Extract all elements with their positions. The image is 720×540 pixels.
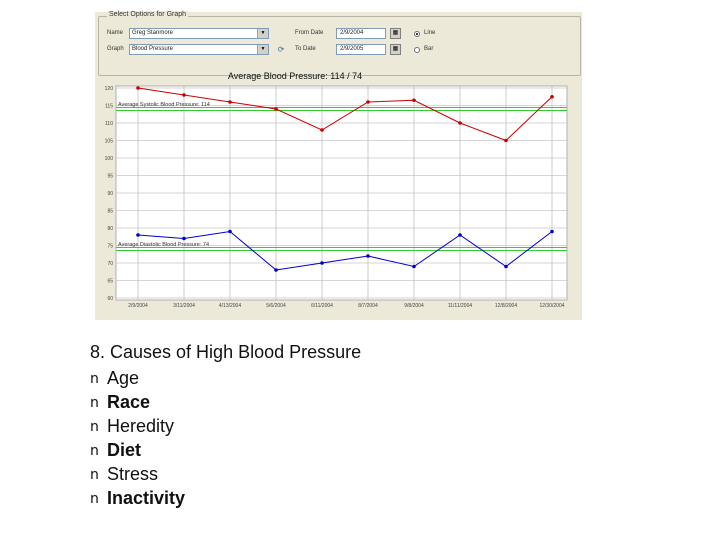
y-tick-labels: 60 65 70 75 80 85 90 95 100 105 110 115 120 bbox=[105, 86, 114, 302]
systolic-point bbox=[504, 138, 508, 143]
diastolic-point bbox=[182, 236, 186, 241]
to-date-value: 2/9/2005 bbox=[340, 46, 364, 52]
systolic-point bbox=[458, 121, 462, 125]
systolic-point bbox=[412, 98, 416, 103]
diastolic-point bbox=[458, 233, 462, 237]
to-date-field[interactable]: 2/9/2005 bbox=[336, 44, 386, 55]
average-line-label: Average Diastolic Blood Pressure: 74 bbox=[118, 242, 209, 248]
systolic-point bbox=[136, 86, 140, 90]
options-group-title: Select Options for Graph bbox=[107, 11, 189, 18]
y-tick-label: 115 bbox=[105, 104, 113, 110]
graph-dropdown-value: Blood Pressure bbox=[132, 46, 174, 52]
bullet-text: Inactivity bbox=[107, 488, 186, 508]
y-tick-label: 110 bbox=[105, 121, 113, 127]
y-tick-label: 95 bbox=[107, 174, 113, 180]
graph-window: Select Options for Graph Name Greg Stanm… bbox=[95, 11, 582, 320]
systolic-point bbox=[228, 100, 232, 104]
bullet-marker: n bbox=[90, 491, 99, 507]
name-label: Name bbox=[107, 30, 124, 36]
bullet-item: n Heredity bbox=[90, 414, 185, 438]
diastolic-line bbox=[137, 230, 553, 271]
slide-title: 8. Causes of High Blood Pressure bbox=[90, 342, 362, 362]
x-tick-label: 12/8/2004 bbox=[495, 303, 517, 309]
average-line-label: Average Systolic Blood Pressure: 114 bbox=[118, 102, 210, 108]
bullet-item: n Race bbox=[90, 390, 185, 414]
bullet-text: Age bbox=[107, 368, 140, 388]
bullet-item: n Inactivity bbox=[90, 486, 185, 510]
x-tick-label: 8/7/2004 bbox=[358, 303, 378, 309]
x-tick-label: 2/9/2004 bbox=[128, 303, 148, 309]
x-tick-label: 9/8/2004 bbox=[404, 303, 424, 309]
y-tick-label: 100 bbox=[105, 156, 114, 162]
calendar-icon[interactable]: ▦ bbox=[390, 44, 401, 55]
x-tick-labels: 2/9/2004 3/11/2004 4/13/2004 5/6/2004 6/11/2… bbox=[128, 303, 564, 309]
systolic-point bbox=[320, 128, 324, 132]
x-tick-label: 11/11/2004 bbox=[448, 303, 473, 309]
x-tick-label: 5/6/2004 bbox=[266, 303, 286, 309]
bullet-item: n Age bbox=[90, 366, 185, 390]
chevron-down-icon[interactable]: ▼ bbox=[257, 29, 268, 38]
bullet-list: n Age n Race n Heredity n Diet n Stress n Inactivit… bbox=[90, 366, 185, 510]
y-tick-label: 65 bbox=[107, 279, 113, 285]
bullet-marker: n bbox=[90, 467, 99, 483]
bullet-marker: n bbox=[90, 419, 99, 435]
name-dropdown-value: Greg Stanmore bbox=[132, 30, 174, 36]
y-tick-label: 70 bbox=[107, 261, 113, 267]
x-tick-label: 12/30/2004 bbox=[539, 303, 564, 309]
bullet-marker: n bbox=[90, 371, 99, 387]
diastolic-point bbox=[274, 268, 278, 272]
diastolic-point bbox=[550, 229, 554, 234]
graph-dropdown[interactable]: Blood Pressure ▼ bbox=[129, 44, 269, 55]
y-tick-label: 105 bbox=[105, 139, 114, 145]
bullet-marker: n bbox=[90, 395, 99, 411]
bar-radio[interactable] bbox=[414, 47, 420, 53]
series-layer bbox=[136, 86, 554, 272]
bullet-item: n Diet bbox=[90, 438, 185, 462]
systolic-line bbox=[137, 87, 553, 142]
refresh-icon[interactable]: ⟳ bbox=[277, 45, 285, 54]
y-tick-label: 120 bbox=[105, 86, 114, 92]
diastolic-point bbox=[504, 264, 508, 269]
x-tick-label: 4/13/2004 bbox=[219, 303, 241, 309]
from-date-value: 2/9/2004 bbox=[340, 30, 364, 36]
systolic-point bbox=[366, 100, 370, 104]
bullet-marker: n bbox=[90, 443, 99, 459]
reference-lines: Average Systolic Blood Pressure: 114 Aver… bbox=[116, 102, 567, 251]
bullet-text: Stress bbox=[107, 464, 159, 484]
diastolic-point bbox=[228, 229, 232, 234]
y-tick-label: 60 bbox=[107, 296, 113, 302]
systolic-point bbox=[182, 93, 186, 97]
y-tick-label: 85 bbox=[107, 209, 113, 215]
line-radio-label: Line bbox=[424, 30, 436, 36]
bullet-item: n Stress bbox=[90, 462, 185, 486]
y-tick-label: 75 bbox=[107, 244, 113, 250]
graph-label: Graph bbox=[107, 46, 124, 52]
bullet-text: Diet bbox=[107, 440, 142, 460]
y-tick-label: 80 bbox=[107, 226, 113, 232]
chart-canvas: Average Blood Pressure: 114 / 74 Average… bbox=[105, 71, 568, 309]
diastolic-point bbox=[320, 261, 324, 265]
bullet-text: Heredity bbox=[107, 416, 175, 436]
graph-options-group: Select Options for Graph Name Greg Stanm… bbox=[98, 11, 581, 76]
x-tick-label: 3/11/2004 bbox=[173, 303, 195, 309]
calendar-icon[interactable]: ▦ bbox=[390, 28, 401, 39]
systolic-point bbox=[550, 94, 554, 99]
bullet-text: Race bbox=[107, 392, 151, 412]
x-tick-label: 6/11/2004 bbox=[311, 303, 333, 309]
systolic-point bbox=[274, 107, 278, 111]
blood-pressure-chart: Average Blood Pressure: 114 / 74 Average… bbox=[95, 70, 582, 320]
from-date-label: From Date bbox=[295, 30, 324, 36]
line-radio[interactable] bbox=[414, 31, 420, 37]
chevron-down-icon[interactable]: ▼ bbox=[257, 45, 268, 54]
y-tick-label: 90 bbox=[107, 191, 113, 197]
bar-radio-label: Bar bbox=[424, 46, 434, 52]
diastolic-point bbox=[412, 264, 416, 269]
from-date-field[interactable]: 2/9/2004 bbox=[336, 28, 386, 39]
to-date-label: To Date bbox=[295, 46, 316, 52]
chart-title: Average Blood Pressure: 114 / 74 bbox=[228, 71, 362, 81]
diastolic-point bbox=[136, 233, 140, 237]
name-dropdown[interactable]: Greg Stanmore ▼ bbox=[129, 28, 269, 39]
diastolic-point bbox=[366, 254, 370, 258]
